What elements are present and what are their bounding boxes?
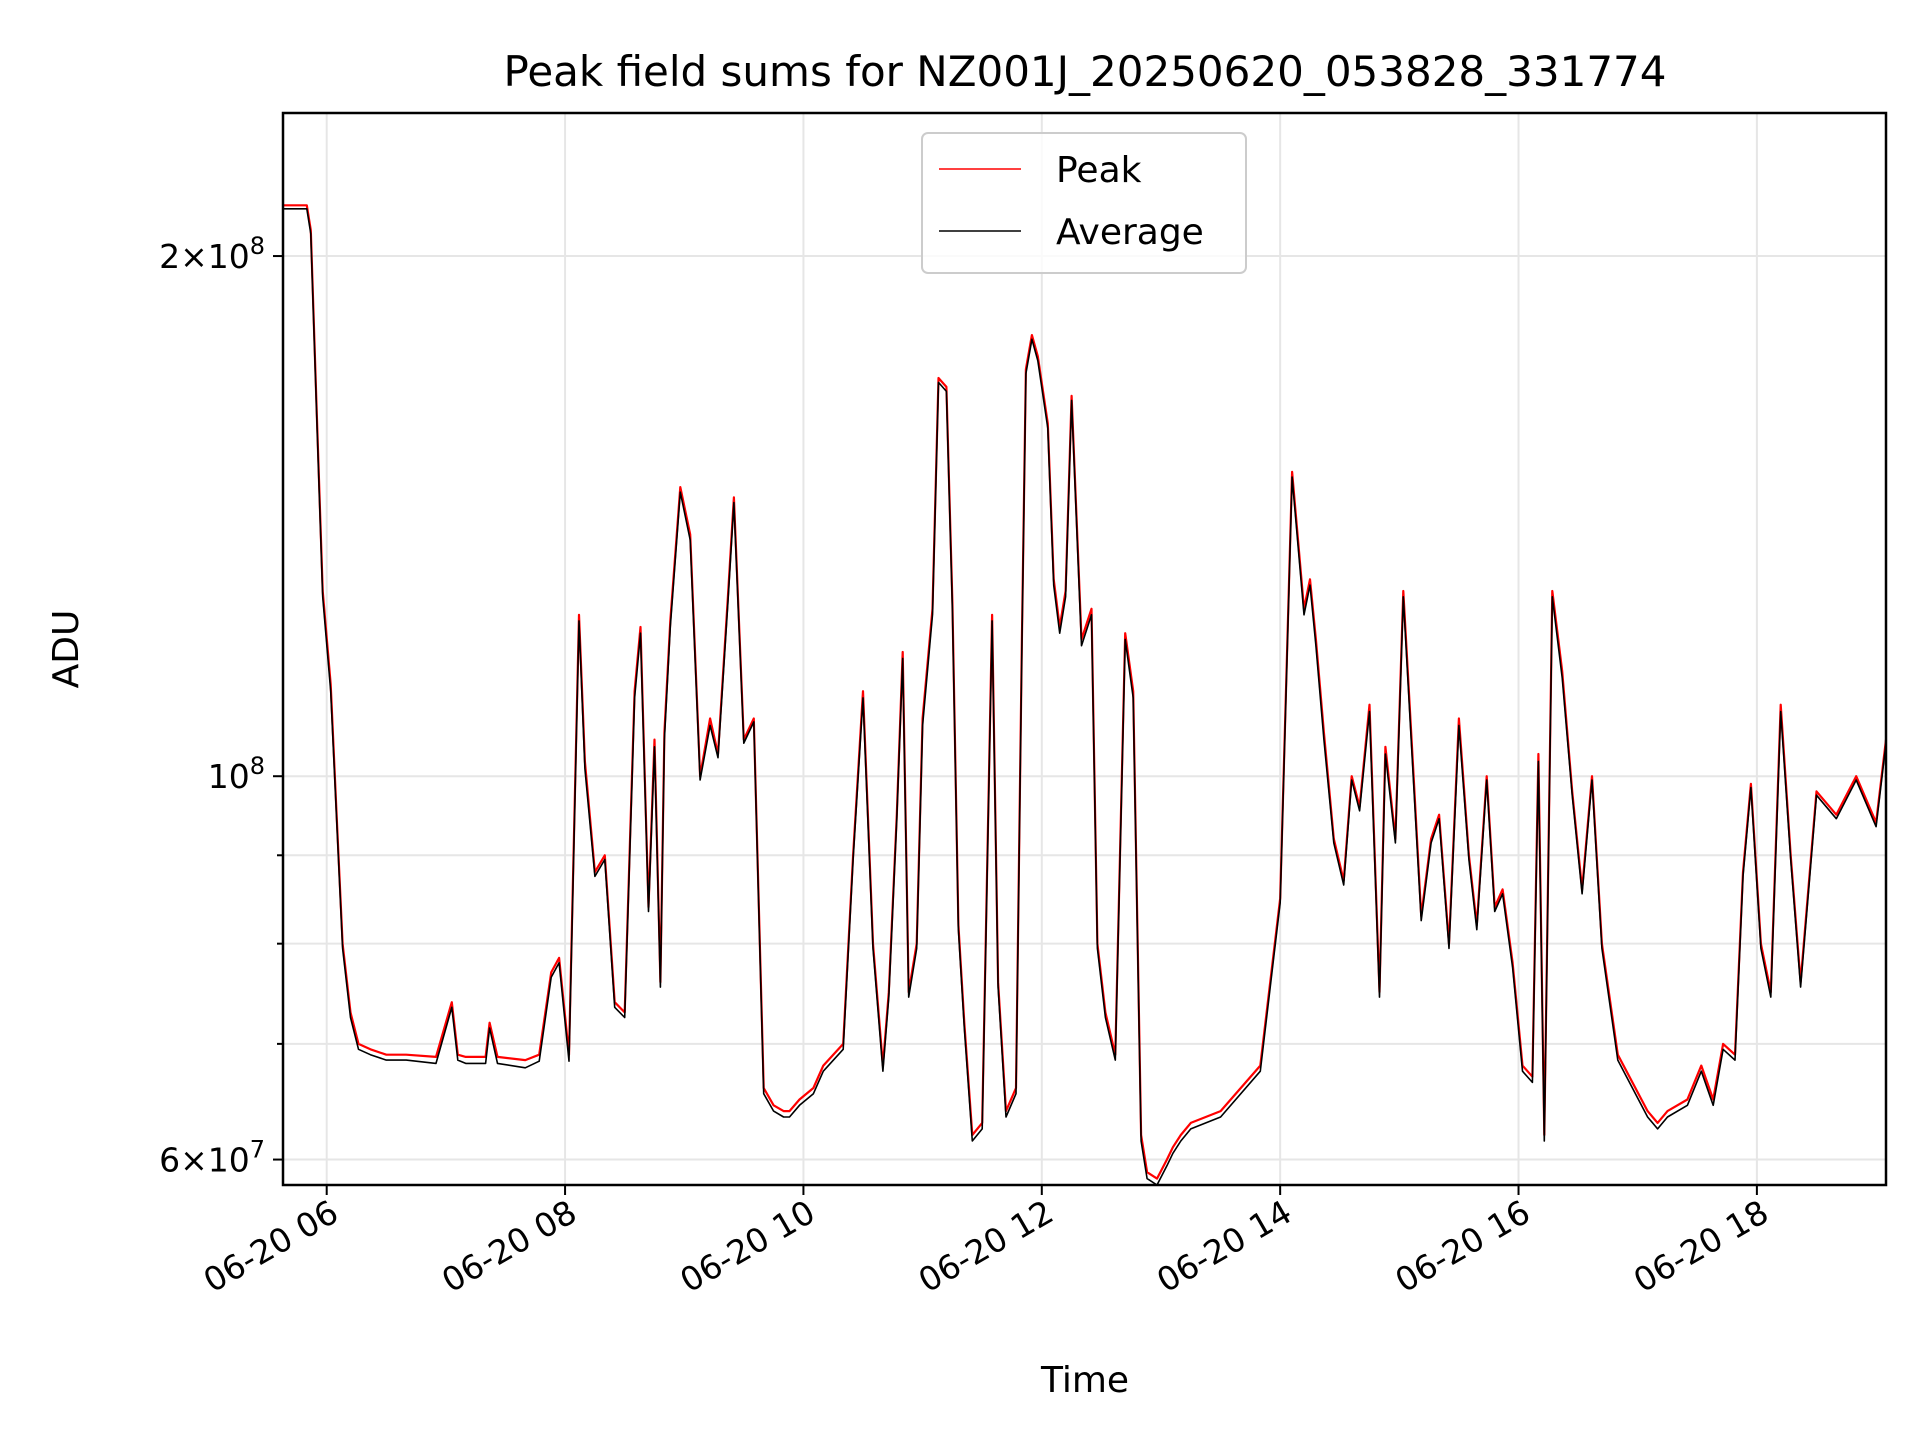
legend-label-peak: Peak: [1056, 150, 1142, 191]
x-tick-label: 06-20 16: [1389, 1192, 1537, 1300]
legend-box: [921, 132, 1247, 274]
y-tick-label: 6×107: [159, 1136, 265, 1180]
x-axis-label: Time: [1040, 1360, 1129, 1401]
series-layer: [283, 204, 1888, 1186]
legend: Peak Average: [921, 132, 1247, 274]
x-tick-label: 06-20 06: [197, 1192, 345, 1300]
tick-layer: 06-20 06 06-20 08 06-20 10 06-20 12 06-20 14…: [159, 232, 1775, 1300]
y-tick-label: 2×108: [159, 232, 265, 276]
series-line-average: [283, 208, 1887, 1186]
x-tick-label: 06-20 12: [912, 1192, 1060, 1300]
x-tick-label: 06-20 08: [435, 1192, 583, 1300]
x-tick-label: 06-20 18: [1627, 1192, 1775, 1300]
x-tick-label: 06-20 14: [1150, 1192, 1298, 1300]
series-line-peak: [283, 204, 1888, 1180]
y-tick-label: 108: [208, 752, 265, 796]
y-axis-label: ADU: [46, 610, 87, 689]
plot-frame: [281, 111, 1888, 1187]
chart-title: Peak field sums for NZ001J_20250620_0538…: [504, 47, 1667, 96]
x-tick-label: 06-20 10: [673, 1192, 821, 1300]
legend-label-average: Average: [1056, 212, 1204, 253]
